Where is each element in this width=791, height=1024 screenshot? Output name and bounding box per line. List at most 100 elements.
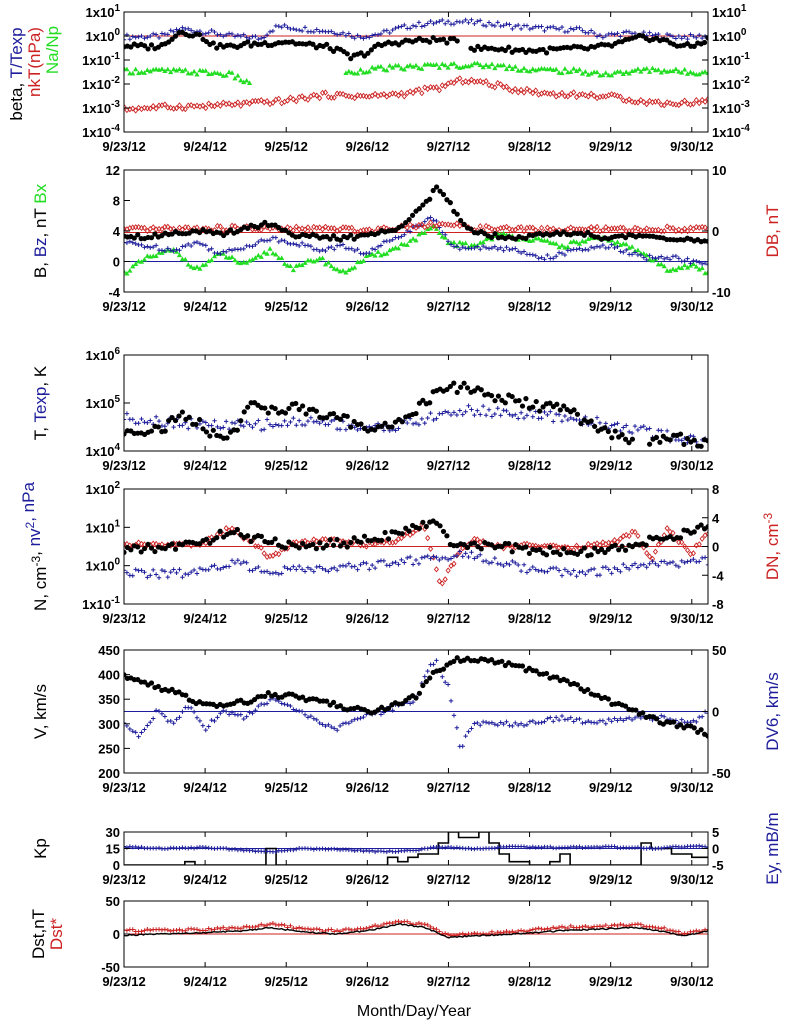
series-density-black-point bbox=[526, 550, 532, 557]
series-magnetic-blue-point bbox=[317, 248, 322, 254]
series-ratios-black-point bbox=[214, 45, 220, 51]
series-dst-red-point bbox=[676, 929, 681, 934]
series-density-blue-point bbox=[372, 565, 378, 571]
series-ratios-red-point bbox=[626, 96, 632, 103]
x-tick-label-dst-6: 9/29/12 bbox=[589, 974, 632, 989]
series-temperature-black-point bbox=[245, 404, 251, 410]
series-magnetic-blue-point bbox=[492, 244, 498, 249]
series-magnetic-blue-point bbox=[618, 249, 623, 254]
series-velocity-blue-point bbox=[521, 723, 527, 728]
series-temperature-blue-point bbox=[688, 433, 693, 438]
series-density-blue-point bbox=[641, 562, 646, 567]
series-temperature-black-point bbox=[458, 384, 464, 390]
series-velocity-blue-point bbox=[626, 715, 632, 720]
series-ratios-blue-point bbox=[410, 23, 416, 28]
series-density-red-point bbox=[363, 543, 369, 550]
series-velocity-blue-point bbox=[460, 744, 465, 749]
series-temperature-blue-point bbox=[279, 423, 284, 428]
series-temperature-blue-point bbox=[329, 418, 334, 424]
series-dst-red-point bbox=[317, 927, 322, 932]
series-magnetic-blue-point bbox=[279, 237, 284, 243]
series-temperature-black-point bbox=[444, 386, 450, 393]
series-density-blue-point bbox=[559, 573, 565, 578]
series-ratios-green-point bbox=[647, 69, 653, 74]
series-magnetic-black-point bbox=[523, 235, 529, 242]
series-temperature-blue-point bbox=[337, 427, 343, 432]
series-density-red-point bbox=[448, 562, 454, 569]
series-density-black-point bbox=[588, 552, 594, 558]
series-magnetic-red-point bbox=[649, 226, 656, 233]
series-density-blue-point bbox=[612, 565, 617, 571]
series-magnetic-green-point bbox=[395, 245, 402, 251]
series-magnetic-red-point bbox=[568, 224, 574, 231]
series-magnetic-red-point bbox=[165, 223, 171, 230]
series-ratios-red-point bbox=[465, 79, 472, 86]
series-ratios-red-point bbox=[503, 83, 510, 90]
series-kp-blue-point bbox=[191, 846, 197, 851]
series-dst-red-point bbox=[206, 926, 211, 931]
series-magnetic-green-point bbox=[322, 261, 329, 267]
series-magnetic-green-point bbox=[658, 261, 664, 267]
series-density-blue-point bbox=[270, 571, 276, 576]
series-density-blue-point bbox=[206, 567, 211, 572]
series-magnetic-green-point bbox=[463, 240, 469, 246]
series-velocity-blue-point bbox=[609, 719, 614, 724]
series-magnetic-blue-point bbox=[530, 252, 535, 257]
series-density-red-point bbox=[585, 540, 591, 548]
series-temperature-blue-point bbox=[454, 412, 460, 418]
series-density-red-point bbox=[696, 541, 702, 548]
series-ratios-green-point bbox=[702, 69, 708, 74]
series-ratios-blue-point bbox=[501, 23, 506, 28]
series-ratios-blue-point bbox=[261, 35, 267, 40]
series-magnetic-blue-point bbox=[542, 257, 547, 262]
series-density-blue-point bbox=[162, 569, 168, 574]
series-magnetic-black-point bbox=[221, 232, 227, 239]
series-magnetic-blue-point bbox=[662, 256, 667, 262]
series-dst-red-point bbox=[314, 926, 319, 932]
series-density-blue-point bbox=[124, 568, 127, 573]
series-ratios-blue-point bbox=[431, 21, 436, 26]
series-density-black-point bbox=[214, 535, 220, 541]
series-magnetic-blue-point bbox=[597, 244, 603, 250]
series-magnetic-blue-point bbox=[685, 256, 690, 261]
series-velocity-black-point bbox=[183, 692, 189, 698]
series-ratios-red-point bbox=[582, 92, 588, 99]
series-velocity-blue-point bbox=[200, 723, 206, 728]
series-magnetic-red-point bbox=[486, 224, 492, 231]
series-density-red-point bbox=[684, 547, 691, 554]
series-ratios-red-point bbox=[676, 101, 682, 109]
series-density-blue-point bbox=[153, 572, 159, 577]
series-density-red-point bbox=[632, 528, 638, 536]
series-magnetic-green-point bbox=[574, 239, 580, 245]
series-ratios-blue-point bbox=[626, 29, 632, 35]
series-ratios-green-point bbox=[179, 68, 185, 74]
series-magnetic-blue-point bbox=[305, 243, 311, 248]
series-magnetic-blue-point bbox=[483, 245, 489, 250]
series-ratios-green-point bbox=[191, 68, 197, 74]
series-kp-blue-point bbox=[472, 846, 477, 852]
series-density-blue-point bbox=[419, 555, 425, 560]
series-ratios-red-point bbox=[355, 92, 361, 99]
series-velocity-blue-point bbox=[606, 716, 611, 722]
series-dst-red-point bbox=[536, 926, 541, 931]
series-velocity-blue-point bbox=[483, 720, 489, 725]
series-ratios-blue-point bbox=[679, 36, 684, 41]
series-temperature-black-point bbox=[282, 410, 289, 416]
series-dst-red-point bbox=[656, 925, 661, 931]
series-density-blue-point bbox=[407, 554, 413, 560]
series-density-black-point bbox=[643, 542, 649, 548]
series-ratios-red-point bbox=[352, 95, 358, 102]
series-kp-blue-point bbox=[384, 849, 389, 855]
series-temperature-black-point bbox=[681, 441, 687, 447]
series-velocity-blue-point bbox=[151, 716, 156, 721]
series-ratios-red-point bbox=[579, 91, 586, 98]
series-magnetic-blue-point bbox=[594, 244, 600, 249]
y2-tick-label-ratios-4: 1x10-3 bbox=[712, 99, 750, 116]
series-ratios-blue-point bbox=[399, 24, 404, 29]
series-velocity-blue-point bbox=[142, 727, 147, 732]
series-density-blue-point bbox=[466, 554, 471, 560]
series-magnetic-black-point bbox=[245, 225, 251, 231]
series-ratios-black-point bbox=[172, 33, 179, 39]
